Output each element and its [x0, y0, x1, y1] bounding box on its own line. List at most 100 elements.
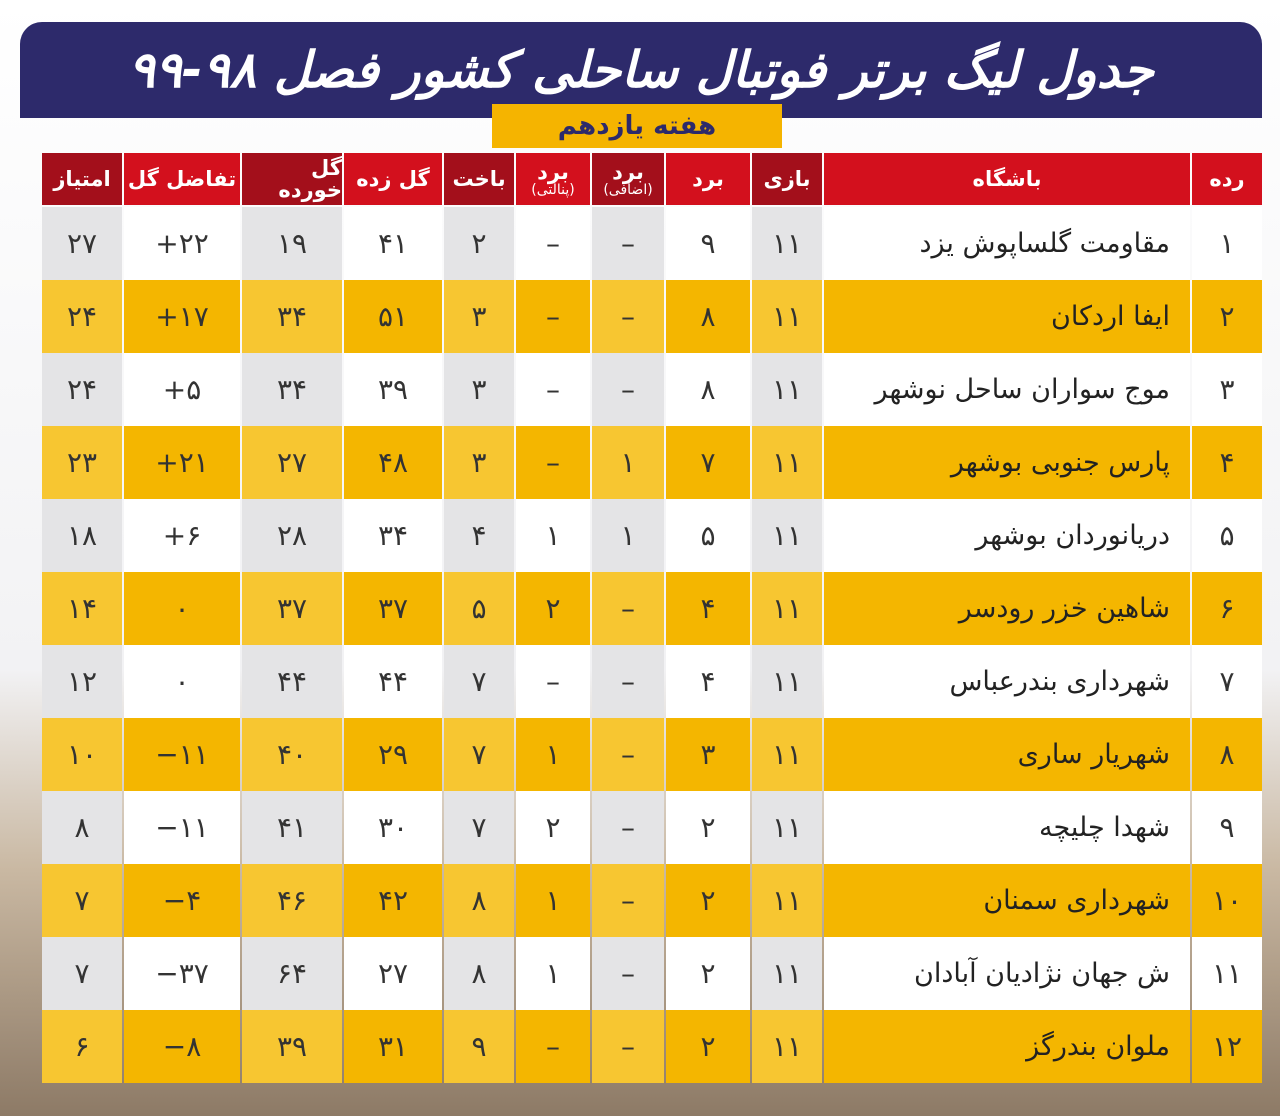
cell-value: ۳۷: [377, 592, 409, 625]
header-cell: باشگاه: [824, 153, 1190, 205]
cell: ۵: [444, 572, 514, 645]
cell-value: ۱: [545, 957, 561, 990]
cell-value: ۲۷: [66, 227, 98, 260]
cell: ۷: [42, 937, 122, 1010]
cell: ۱۱: [752, 207, 822, 280]
cell: ۲: [666, 864, 750, 937]
header-cell: باخت: [444, 153, 514, 205]
cell-value: ۱۹: [276, 227, 308, 260]
header-cell: گل زده: [344, 153, 442, 205]
cell-value: ۲: [1219, 300, 1235, 333]
cell: ۱۱: [752, 718, 822, 791]
club-name: موج سواران ساحل نوشهر: [874, 374, 1170, 405]
cell: ۳۴: [242, 353, 342, 426]
cell: ۱: [592, 499, 664, 572]
cell: ۱۱: [752, 572, 822, 645]
cell-value: ۴۱: [377, 227, 409, 260]
header-label: باخت: [452, 166, 506, 191]
cell: ۲: [666, 1010, 750, 1083]
cell-value: ۰: [174, 665, 190, 698]
cell-value: ۱۰: [1211, 884, 1243, 917]
header-label: گل خورده: [278, 155, 342, 202]
cell: +۲۱: [124, 426, 240, 499]
cell: ۴۱: [242, 791, 342, 864]
cell: –: [516, 353, 590, 426]
cell-value: ۱۱: [1211, 957, 1243, 990]
cell-value: –: [621, 665, 635, 698]
cell-value: ۳۷: [276, 592, 308, 625]
cell: ۴۸: [344, 426, 442, 499]
cell-value: −۸: [162, 1030, 202, 1063]
cell: ۱۴: [42, 572, 122, 645]
cell-value: ۸: [700, 373, 716, 406]
cell: ۱۱: [752, 1010, 822, 1083]
club-name: شاهین خزر رودسر: [958, 593, 1170, 624]
club-cell: مقاومت گلساپوش یزد: [824, 207, 1190, 280]
cell-value: ۲: [545, 811, 561, 844]
cell: ۳: [444, 426, 514, 499]
cell: –: [516, 280, 590, 353]
club-cell: دریانوردان بوشهر: [824, 499, 1190, 572]
cell-value: −۴: [162, 884, 202, 917]
cell: ۴: [444, 499, 514, 572]
header-label: گل زده: [356, 166, 430, 191]
cell: ۵: [1192, 499, 1262, 572]
cell: ۶۴: [242, 937, 342, 1010]
cell: ۳۰: [344, 791, 442, 864]
cell-value: ۸: [700, 300, 716, 333]
cell: ۴۴: [344, 645, 442, 718]
cell-value: ۳۴: [276, 373, 308, 406]
table-row: ۴ پارس جنوبی بوشهر ۱۱ ۷ ۱ – ۳ ۴۸ ۲۷ +۲۱ ۲۳: [22, 426, 1262, 499]
cell: ۱۱: [752, 426, 822, 499]
cell-value: ۳۰: [377, 811, 409, 844]
club-name: مقاومت گلساپوش یزد: [919, 228, 1171, 259]
table-row: ۸ شهریار ساری ۱۱ ۳ – ۱ ۷ ۲۹ ۴۰ −۱۱ ۱۰: [22, 718, 1262, 791]
cell-value: ۰: [174, 592, 190, 625]
cell-value: ۱۱: [771, 446, 803, 479]
cell: ۹: [1192, 791, 1262, 864]
cell: −۴: [124, 864, 240, 937]
header-label: رده: [1209, 166, 1245, 191]
cell-value: ۱۲: [1211, 1030, 1243, 1063]
cell: ۷: [444, 645, 514, 718]
header-label: امتیاز: [53, 166, 111, 191]
cell-value: −۳۷: [155, 957, 209, 990]
cell-value: –: [546, 227, 560, 260]
cell-value: –: [546, 446, 560, 479]
club-cell: شاهین خزر رودسر: [824, 572, 1190, 645]
cell: –: [592, 937, 664, 1010]
cell: –: [516, 207, 590, 280]
cell-value: ۳۴: [276, 300, 308, 333]
cell: ۳۴: [242, 280, 342, 353]
cell-value: –: [546, 373, 560, 406]
cell: ۱: [516, 864, 590, 937]
cell: ۱: [1192, 207, 1262, 280]
cell: ۸: [42, 791, 122, 864]
cell: ۰: [124, 572, 240, 645]
header-cell: تفاضل گل: [124, 153, 240, 205]
header-cell: برد: [666, 153, 750, 205]
cell-value: ۵۱: [377, 300, 409, 333]
header-cell: برد (پنالتی): [516, 153, 590, 205]
cell: –: [592, 353, 664, 426]
cell-value: ۴: [1219, 446, 1235, 479]
cell: ۱۰: [42, 718, 122, 791]
club-cell: شهرداری بندرعباس: [824, 645, 1190, 718]
header-label: برد: [692, 166, 724, 191]
cell: ۱۱: [752, 791, 822, 864]
cell-value: ۱۱: [771, 738, 803, 771]
cell-value: –: [621, 884, 635, 917]
cell: ۱۱: [752, 499, 822, 572]
cell-value: ۴: [700, 592, 716, 625]
cell: ۸: [1192, 718, 1262, 791]
club-name: ایفا اردکان: [1051, 301, 1170, 332]
cell: ۲۹: [344, 718, 442, 791]
cell-value: ۳: [700, 738, 716, 771]
cell-value: ۲۴: [66, 300, 98, 333]
cell: ۴: [666, 572, 750, 645]
cell-value: ۳: [471, 300, 487, 333]
cell: +۶: [124, 499, 240, 572]
subtitle: هفته یازدهم: [557, 111, 717, 141]
cell-value: ۲۳: [66, 446, 98, 479]
